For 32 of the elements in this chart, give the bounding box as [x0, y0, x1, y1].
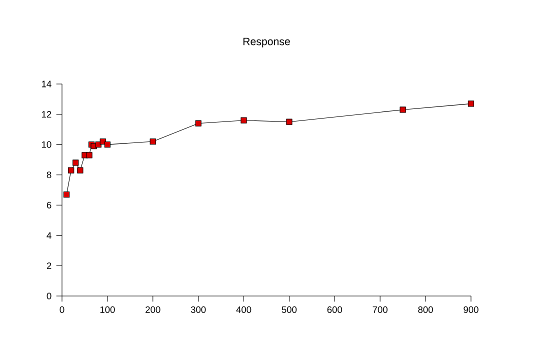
point	[104, 142, 111, 148]
x-tick-label: 300	[190, 306, 206, 313]
point	[77, 167, 84, 174]
x-tick-label: 500	[282, 306, 297, 313]
y-tick-label: 0	[46, 292, 52, 300]
point	[150, 138, 156, 145]
point	[86, 152, 92, 158]
point	[400, 106, 406, 113]
y-tick-label: 4	[46, 232, 52, 239]
point	[95, 142, 102, 148]
point	[195, 120, 202, 126]
x-tick-label: 800	[418, 306, 433, 313]
chart-title: Response	[243, 38, 290, 48]
y-tick-label: 12	[42, 111, 52, 118]
y-tick-label: 8	[46, 172, 52, 178]
y-tick-label: 6	[46, 202, 52, 208]
y-tick-label: 2	[46, 262, 52, 269]
x-tick-label: 900	[464, 306, 478, 313]
x-tick-label: 100	[100, 306, 115, 313]
point	[468, 100, 474, 107]
x-tick-label: 200	[146, 306, 160, 313]
x-tick-label: 0	[60, 306, 64, 313]
point	[63, 191, 70, 198]
point	[72, 160, 79, 166]
x-tick-label: 700	[372, 306, 388, 313]
x-tick-label: 600	[327, 306, 342, 313]
point	[286, 118, 292, 125]
x-tick-label: 400	[236, 306, 252, 313]
point	[240, 117, 247, 124]
point	[68, 167, 74, 174]
y-tick-label: 14	[42, 80, 52, 88]
y-tick-label: 10	[42, 141, 52, 148]
